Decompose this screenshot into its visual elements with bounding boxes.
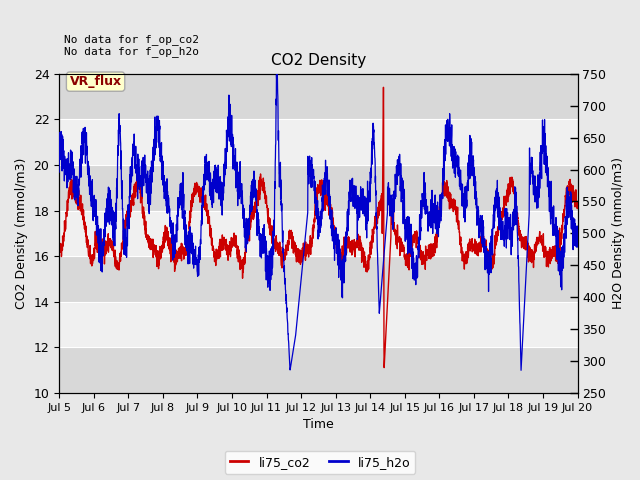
Bar [59,211,577,256]
Bar [59,302,577,348]
Y-axis label: H2O Density (mmol/m3): H2O Density (mmol/m3) [612,157,625,310]
Text: VR_flux: VR_flux [70,75,122,88]
Bar [59,348,577,393]
Bar [59,256,577,302]
Bar [59,120,577,165]
Legend: li75_co2, li75_h2o: li75_co2, li75_h2o [225,451,415,474]
Title: CO2 Density: CO2 Density [271,53,366,68]
Bar [59,165,577,211]
Text: No data for f_op_co2
No data for f_op_h2o: No data for f_op_co2 No data for f_op_h2… [64,34,199,57]
Y-axis label: CO2 Density (mmol/m3): CO2 Density (mmol/m3) [15,158,28,309]
X-axis label: Time: Time [303,419,333,432]
Bar [59,74,577,120]
